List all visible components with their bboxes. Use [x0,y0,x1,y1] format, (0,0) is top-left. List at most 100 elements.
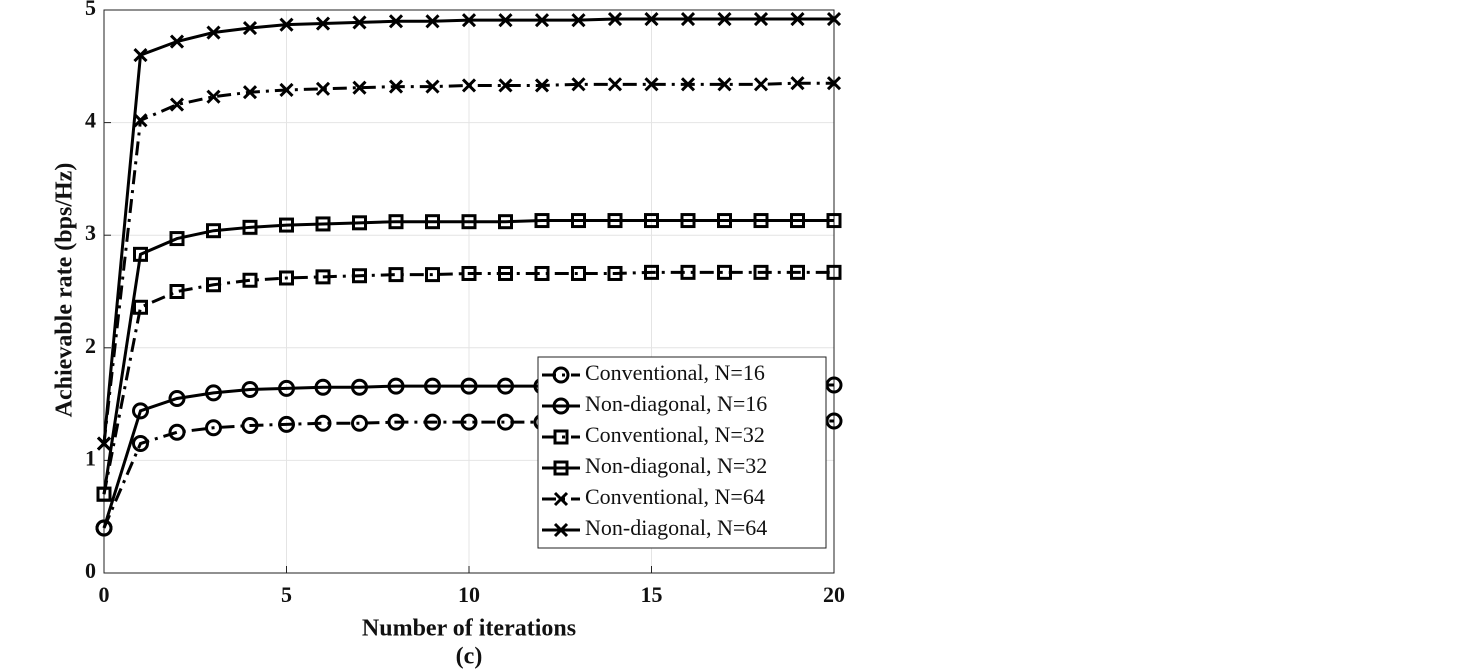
marker [607,213,623,229]
marker [571,265,586,281]
marker [242,272,258,288]
marker [553,460,569,476]
marker [607,265,623,281]
marker [498,78,513,93]
marker [607,77,623,92]
marker [825,376,843,394]
marker [315,216,331,232]
marker [96,436,112,451]
marker [388,267,404,283]
legend-label: Non-diagonal, N=64 [585,515,767,540]
marker [717,11,732,27]
marker [241,416,259,434]
y-tick-label: 1 [85,445,96,470]
y-tick-label: 2 [85,333,96,358]
y-tick-label: 0 [85,558,96,583]
marker [133,47,148,63]
marker [242,20,258,36]
marker [826,11,842,27]
marker [680,11,696,27]
marker [169,284,185,299]
marker [753,264,769,280]
marker [279,82,294,98]
marker [133,113,148,128]
y-axis-label: Achievable rate (bps/Hz) [52,163,78,418]
marker [498,214,513,230]
marker [279,17,294,32]
marker [133,299,148,315]
x-tick-label: 10 [458,582,480,607]
marker [790,213,805,229]
marker [425,14,440,29]
x-tick-label: 15 [641,582,663,607]
marker [826,76,842,91]
marker [206,89,221,104]
marker [825,412,843,430]
marker [132,402,149,420]
marker [206,277,221,293]
x-axis-label: Number of iterations [362,616,576,642]
marker [461,265,477,281]
marker [497,377,514,395]
marker [314,378,332,396]
marker [461,214,477,230]
marker [315,16,331,31]
marker [826,213,842,229]
marker [680,213,696,229]
marker [571,77,586,92]
marker [133,246,148,262]
series-line [102,419,834,529]
marker [680,77,696,92]
marker [315,81,331,96]
x-tick-label: 0 [99,582,110,607]
caption: (c) [456,644,483,670]
marker [206,223,221,239]
marker [206,25,221,40]
marker [95,519,113,537]
marker [680,264,696,280]
marker [553,522,569,538]
marker [242,219,258,235]
marker [388,214,404,230]
marker [424,413,441,431]
marker [552,397,570,415]
series-line [102,219,834,495]
marker [169,97,185,112]
marker [169,231,185,247]
marker [790,76,805,91]
marker [534,78,550,93]
marker [553,429,569,445]
legend-label: Conventional, N=64 [585,484,765,509]
marker [351,414,368,432]
marker [168,423,186,441]
marker [424,377,441,395]
marker [279,270,294,286]
marker [534,213,550,229]
marker [242,85,258,100]
marker [315,269,331,285]
marker [352,80,367,95]
marker [753,11,769,27]
y-tick-label: 5 [85,0,96,20]
marker [205,384,222,402]
marker [717,264,732,280]
marker [552,366,570,384]
marker [644,213,659,229]
marker [352,215,367,231]
marker [790,11,805,27]
marker [241,380,259,398]
marker [497,413,514,431]
x-tick-label: 20 [823,582,845,607]
marker [351,378,368,396]
marker [460,413,478,431]
marker [644,77,659,92]
marker [425,214,440,230]
marker [352,15,367,30]
marker [571,13,586,28]
marker [387,377,405,395]
marker [498,265,513,281]
marker [169,34,185,49]
marker [571,213,586,229]
legend: Conventional, N=16 Non-diagonal, N=16 Conv… [537,356,827,549]
marker [644,11,659,27]
